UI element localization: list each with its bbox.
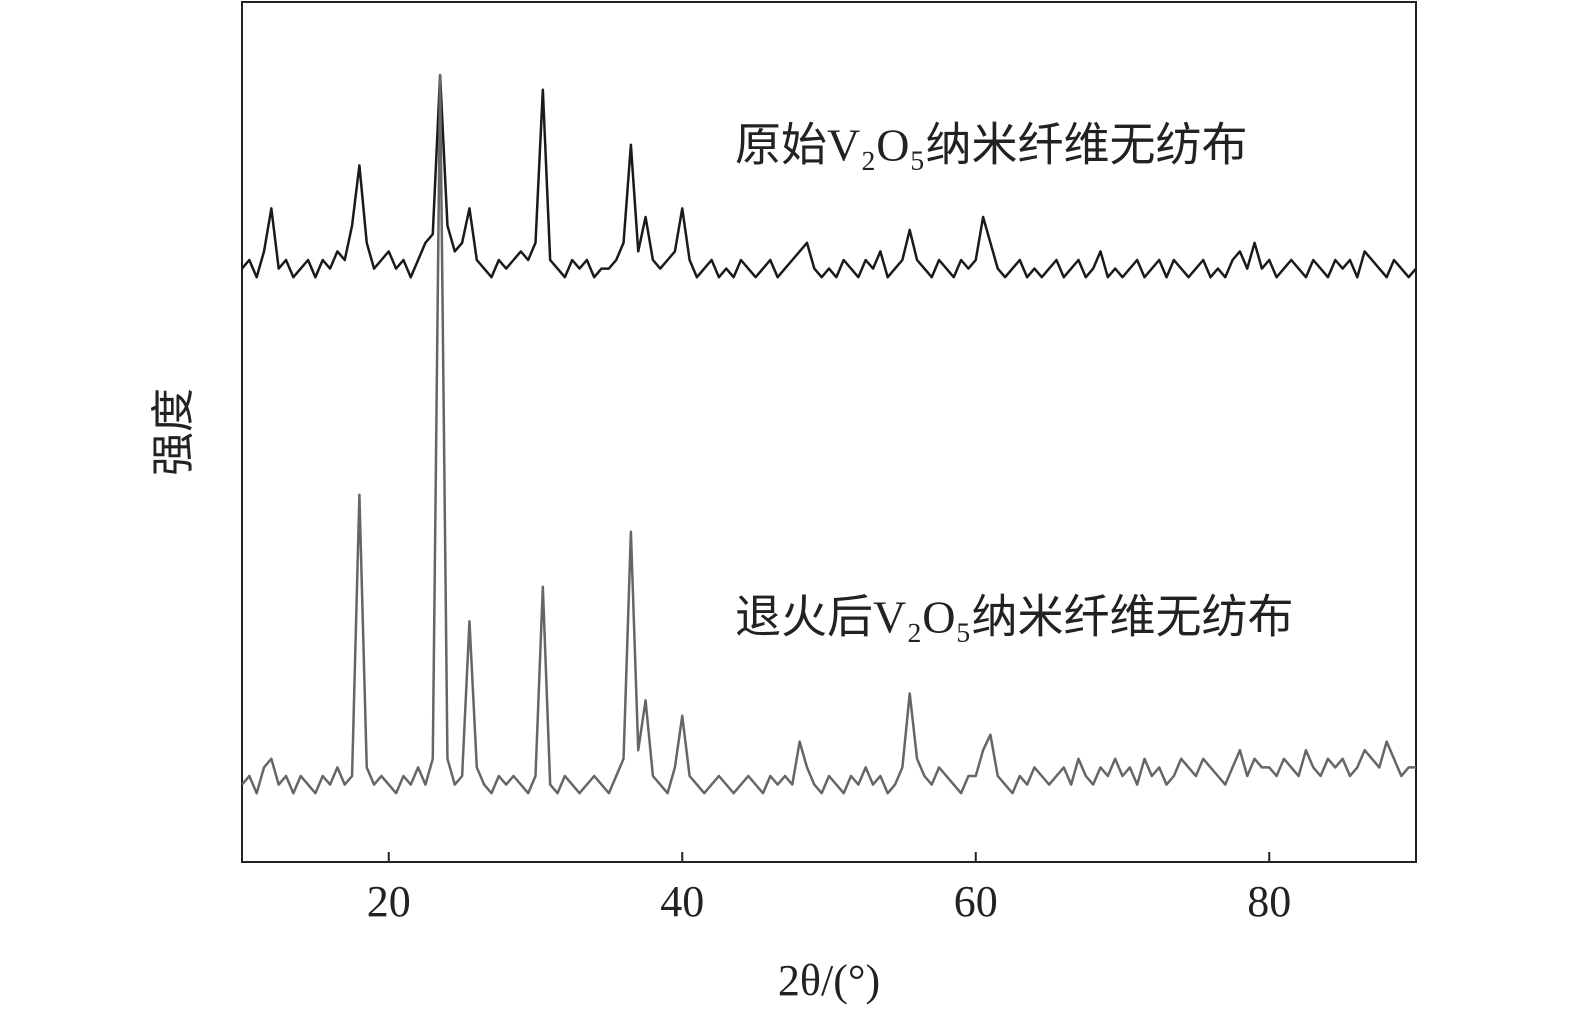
x-tick-label: 40 — [660, 877, 704, 926]
data-line — [241, 73, 1417, 279]
x-axis-label: 2θ/(°) — [778, 956, 880, 1005]
annotation: 退火后V₂O₅纳米纤维无纺布 — [735, 592, 1294, 643]
x-tick-label: 80 — [1247, 877, 1291, 926]
data-line — [241, 73, 1416, 795]
plot-frame — [241, 1, 1417, 863]
x-tick-label: 60 — [954, 877, 998, 926]
x-tick-label: 20 — [367, 877, 411, 926]
y-axis-label: 强度 — [149, 388, 198, 476]
annotation: 原始V₂O₅纳米纤维无纺布 — [735, 120, 1248, 171]
